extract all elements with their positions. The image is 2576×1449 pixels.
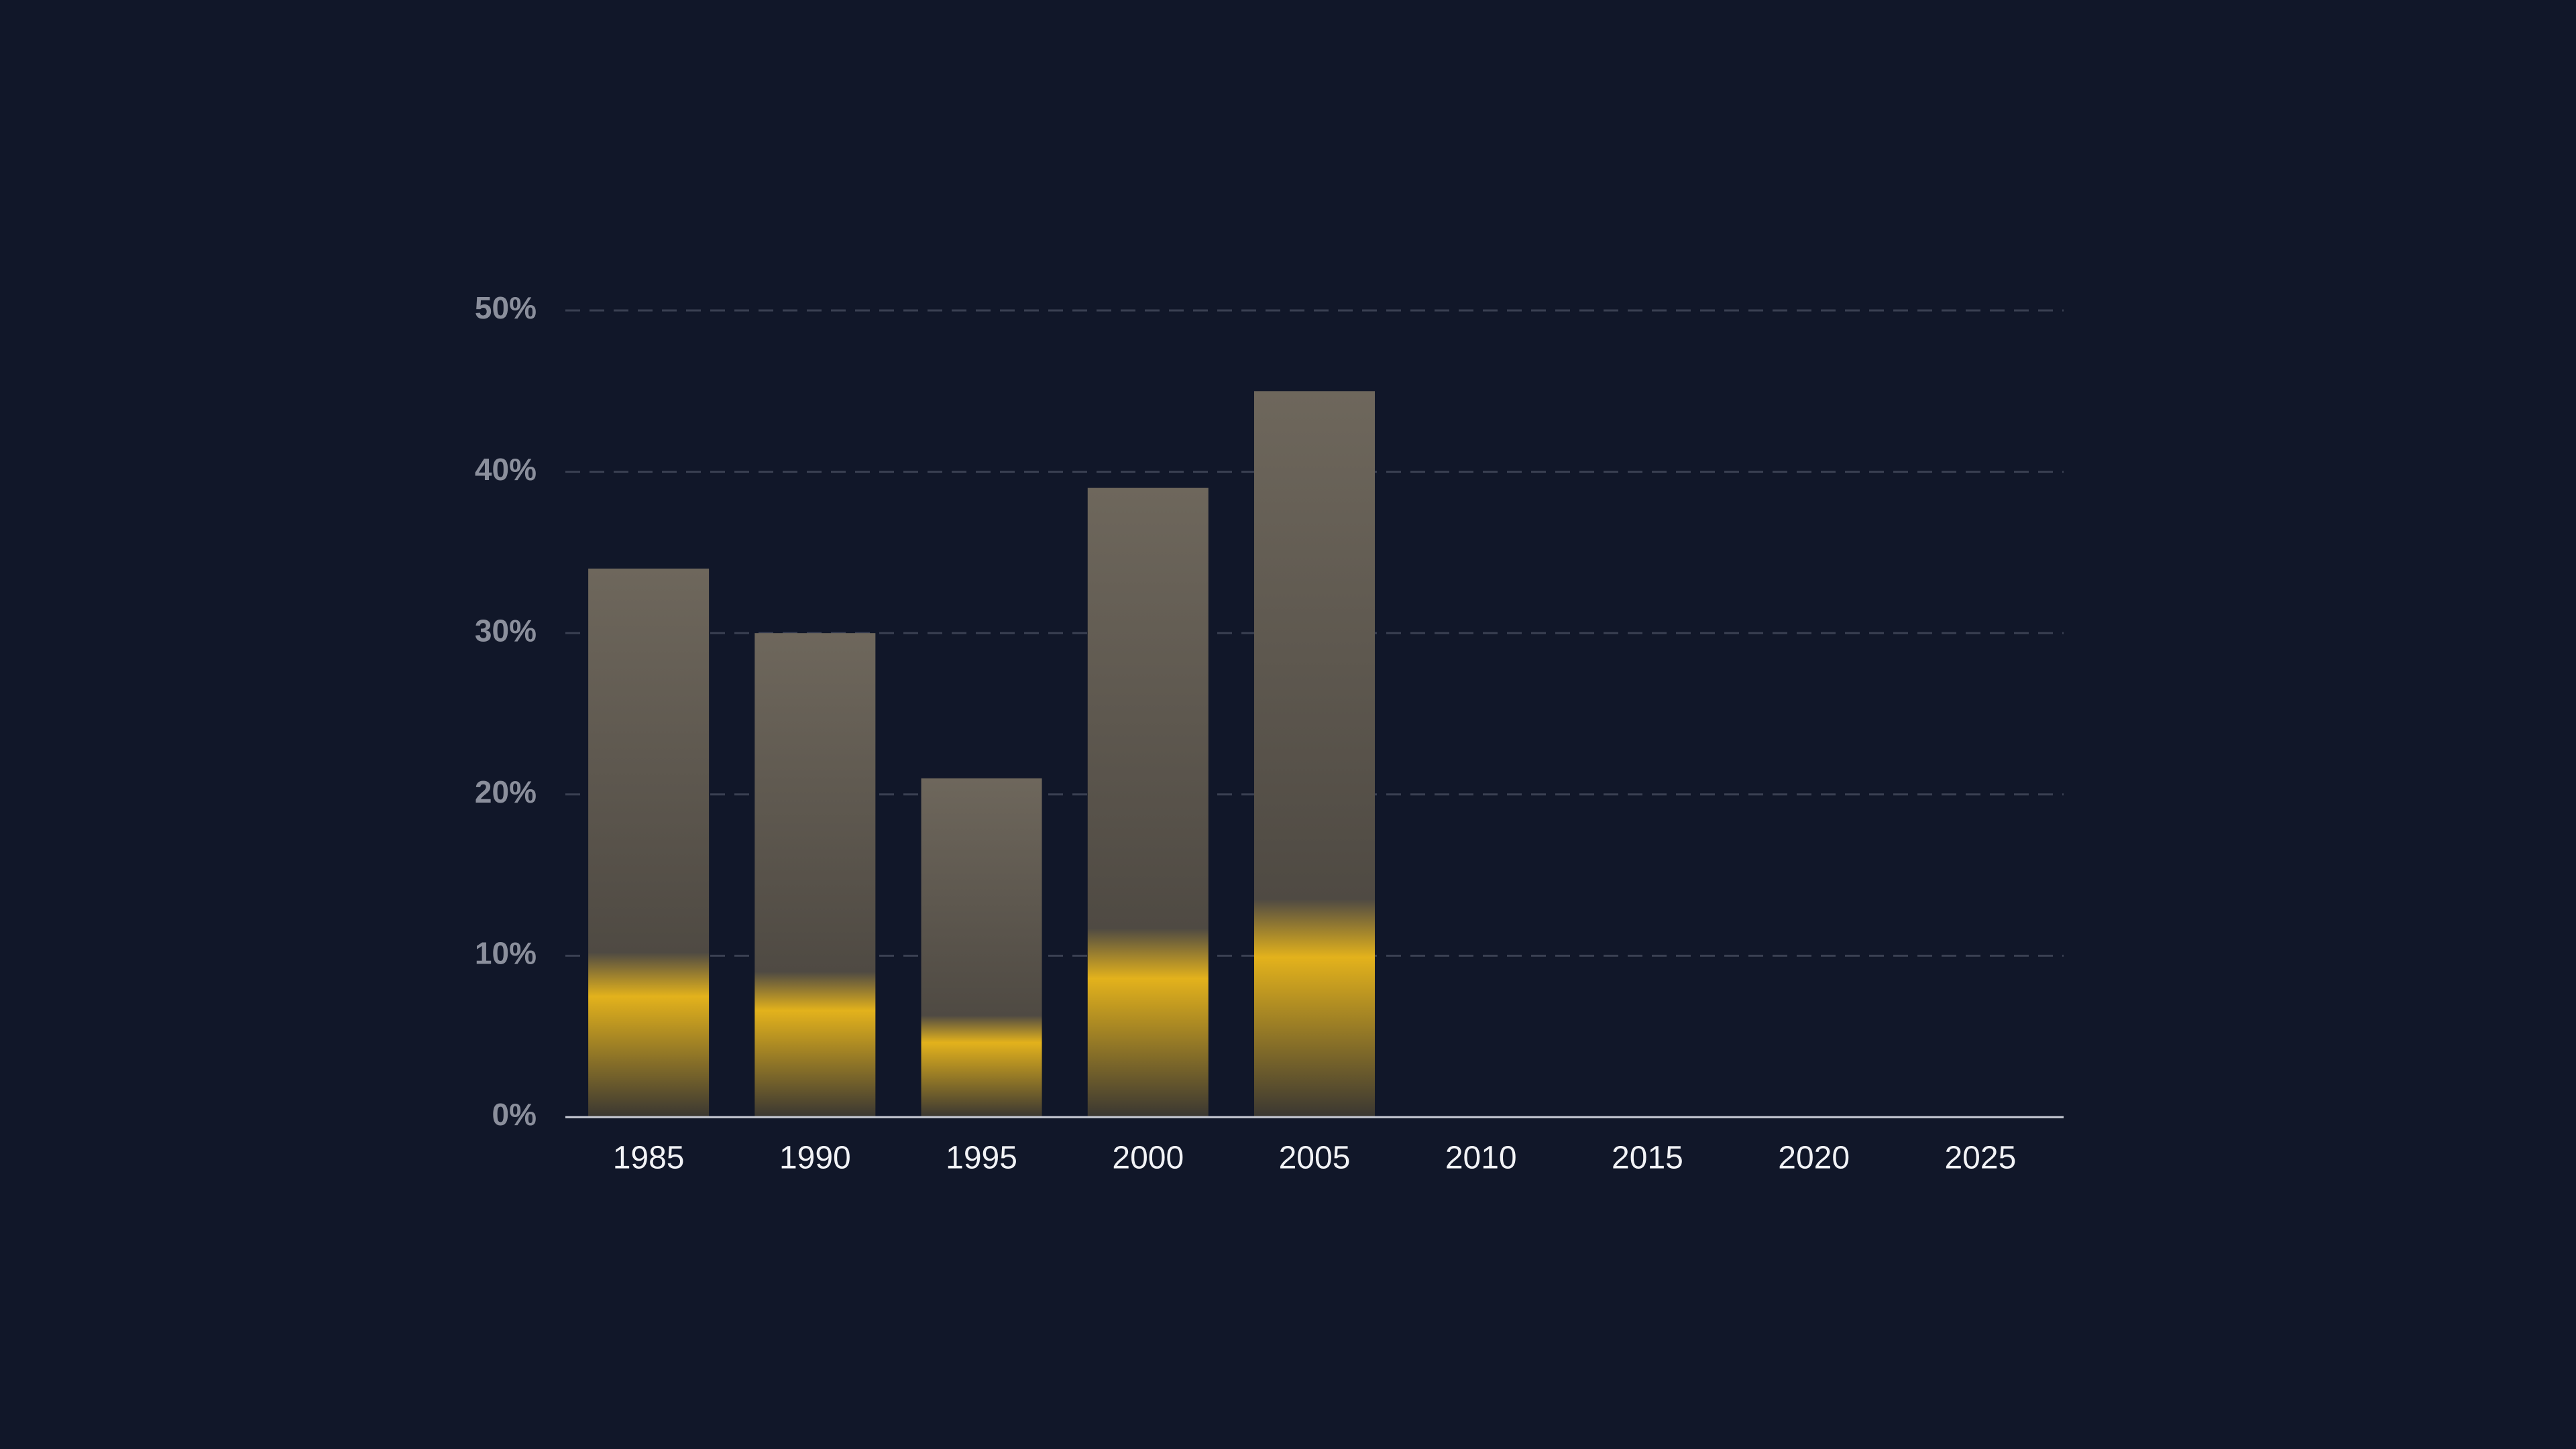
y-tick-label: 30% [475,613,537,648]
y-tick-label: 40% [475,452,537,487]
bar [921,778,1042,1117]
bar [754,633,876,1117]
x-tick-label: 2000 [1112,1141,1184,1176]
x-tick-label: 1990 [779,1141,851,1176]
x-tick-label: 2025 [1944,1141,2016,1176]
x-tick-label: 2010 [1445,1141,1517,1176]
bar [1254,391,1375,1117]
y-tick-label: 10% [475,936,537,971]
x-tick-label: 1985 [613,1141,685,1176]
y-tick-label: 0% [492,1097,537,1132]
x-tick-label: 2020 [1778,1141,1850,1176]
x-tick-label: 1995 [946,1141,1017,1176]
bar [588,568,710,1117]
x-tick-label: 2015 [1612,1141,1683,1176]
y-tick-label: 20% [475,774,537,809]
bar [1087,487,1209,1117]
y-tick-label: 50% [475,290,537,325]
x-tick-label: 2005 [1279,1141,1351,1176]
